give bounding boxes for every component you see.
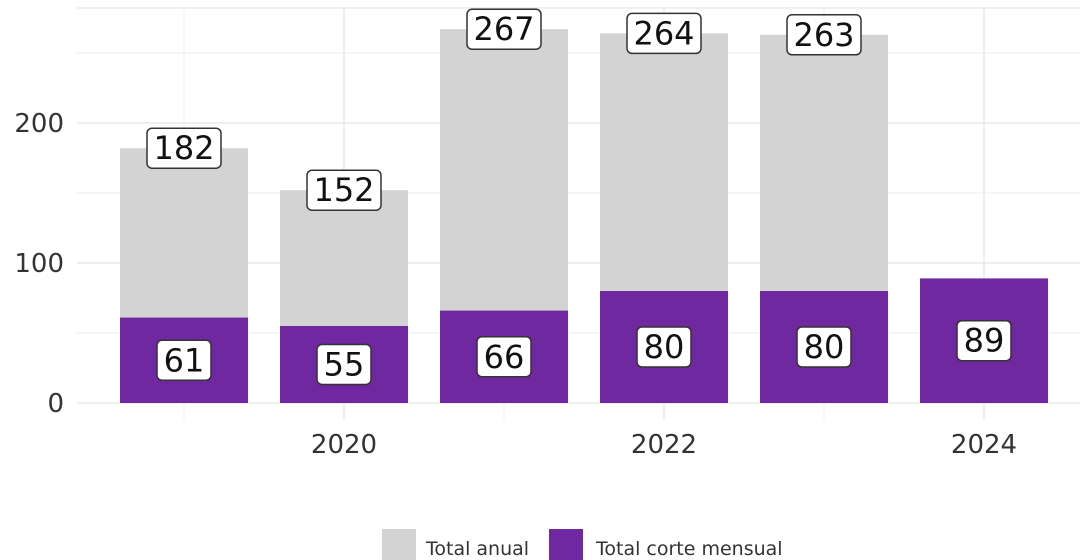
data-label-total-corte-mensual-2019: 61 [156,339,212,382]
x-tick-label: 2024 [951,430,1017,460]
data-label-total-corte-mensual-2021-box [476,336,532,378]
data-label-total-corte-mensual-2020-box [316,343,372,386]
y-axis: 0 100 200 [14,109,64,419]
data-label-total-corte-mensual-2022: 80 [636,326,692,368]
data-label-total-corte-mensual-2023: 80 [796,326,852,368]
bars-layer [120,29,1048,404]
x-axis: 2020 2022 2024 [311,430,1017,460]
data-label-total-corte-mensual-2022-text: 80 [644,328,685,366]
y-tick-label: 200 [14,109,64,139]
y-tick-label: 100 [14,249,64,279]
data-label-total-anual-2021-box [466,8,542,50]
data-label-total-corte-mensual-2024-box [956,319,1012,362]
data-label-total-corte-mensual-2020-text: 55 [324,346,365,384]
data-label-total-anual-2022: 264 [626,12,702,55]
legend-label-total-anual: Total anual [425,538,529,560]
data-label-total-anual-2022-box [626,12,702,55]
data-label-total-corte-mensual-2023-text: 80 [804,328,845,366]
data-label-total-anual-2023-text: 263 [793,16,854,54]
data-label-total-corte-mensual-2021: 66 [476,336,532,378]
data-label-total-anual-2019: 182 [146,127,222,169]
data-label-total-anual-2020: 152 [306,169,382,211]
x-tick-label: 2020 [311,430,377,460]
x-tick-label: 2022 [631,430,697,460]
data-label-total-anual-2023-box [786,14,862,56]
data-label-total-corte-mensual-2024: 89 [956,319,1012,362]
data-label-total-anual-2021-text: 267 [473,10,534,48]
data-label-total-corte-mensual-2022-box [636,326,692,368]
data-label-total-corte-mensual-2021-text: 66 [484,338,525,376]
legend-swatch-total-corte-mensual [549,529,583,560]
data-label-total-corte-mensual-2020: 55 [316,343,372,386]
data-label-total-anual-2020-text: 152 [313,171,374,209]
data-label-total-corte-mensual-2019-box [156,339,212,382]
legend-swatch-total-anual [382,529,416,560]
data-label-total-anual-2021: 267 [466,8,542,50]
y-tick-label: 0 [47,389,64,419]
data-label-total-anual-2019-text: 182 [153,129,214,167]
data-label-total-anual-2020-box [306,169,382,211]
legend-label-total-corte-mensual: Total corte mensual [595,538,783,560]
data-label-total-anual-2019-box [146,127,222,169]
data-labels-layer: 182 61 152 55 267 66 264 80 263 80 89 [146,8,1012,386]
data-label-total-anual-2022-text: 264 [633,14,694,52]
data-label-total-corte-mensual-2024-text: 89 [964,322,1005,360]
data-label-total-corte-mensual-2019-text: 61 [164,341,205,379]
data-label-total-corte-mensual-2023-box [796,326,852,368]
data-label-total-anual-2023: 263 [786,14,862,56]
legend: Total anual Total corte mensual [382,529,783,560]
